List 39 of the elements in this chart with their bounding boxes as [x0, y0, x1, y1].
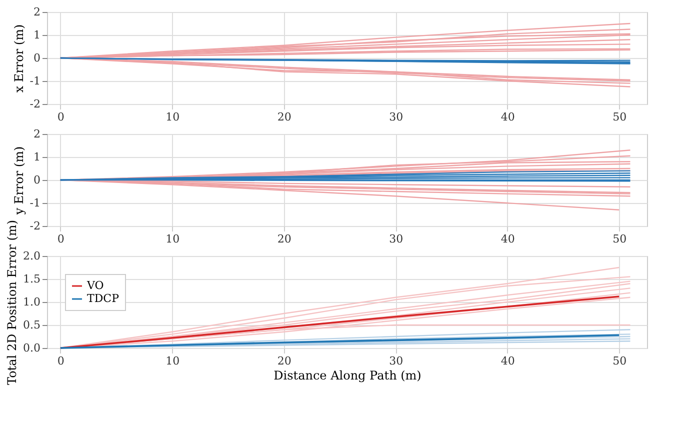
x-tick-label: 50	[612, 110, 627, 124]
x-axis-title: Distance Along Path (m)	[274, 368, 422, 382]
legend-label: TDCP	[87, 292, 120, 305]
y-tick-label: -1	[30, 196, 40, 210]
x-tick-label: 50	[612, 354, 627, 368]
y-tick-label: 2	[34, 128, 40, 140]
x-tick-label: 0	[57, 110, 64, 124]
x-tick-label: 0	[57, 232, 64, 246]
y-tick-label: 0	[34, 174, 40, 186]
x-tick-label: 20	[277, 354, 292, 368]
x-tick-label: 40	[500, 232, 515, 246]
x-tick-label: 0	[57, 354, 64, 368]
y-tick-label: -2	[30, 220, 40, 232]
y-tick-label: 0.0	[23, 342, 40, 354]
y-tick-label: 1.0	[23, 296, 40, 308]
x-tick-label: 40	[500, 110, 515, 124]
y-tick-label: 0	[34, 52, 40, 64]
y-tick-label: 2.0	[23, 250, 40, 262]
x-tick-label: 30	[389, 110, 404, 124]
y-tick-label: -1	[30, 74, 40, 88]
legend-label: VO	[86, 279, 104, 292]
x-tick-label: 10	[166, 232, 180, 246]
y-tick-label: 2	[34, 6, 40, 18]
x-tick-label: 20	[277, 110, 292, 124]
x-tick-label: 10	[166, 110, 180, 124]
y-axis-title: y Error (m)	[12, 146, 26, 216]
x-tick-label: 40	[500, 354, 515, 368]
y-tick-label: 1.5	[23, 272, 40, 286]
x-tick-label: 30	[389, 232, 404, 246]
y-tick-label: -2	[30, 98, 40, 110]
y-tick-label: 1	[34, 150, 40, 164]
x-tick-label: 20	[277, 232, 292, 246]
y-axis-title: x Error (m)	[12, 24, 26, 93]
x-tick-label: 50	[612, 232, 627, 246]
y-tick-label: 0.5	[23, 318, 40, 332]
x-tick-label: 10	[166, 354, 180, 368]
y-tick-label: 1	[34, 28, 40, 42]
x-tick-label: 30	[389, 354, 404, 368]
y-axis-title: Total 2D Position Error (m)	[5, 220, 20, 385]
